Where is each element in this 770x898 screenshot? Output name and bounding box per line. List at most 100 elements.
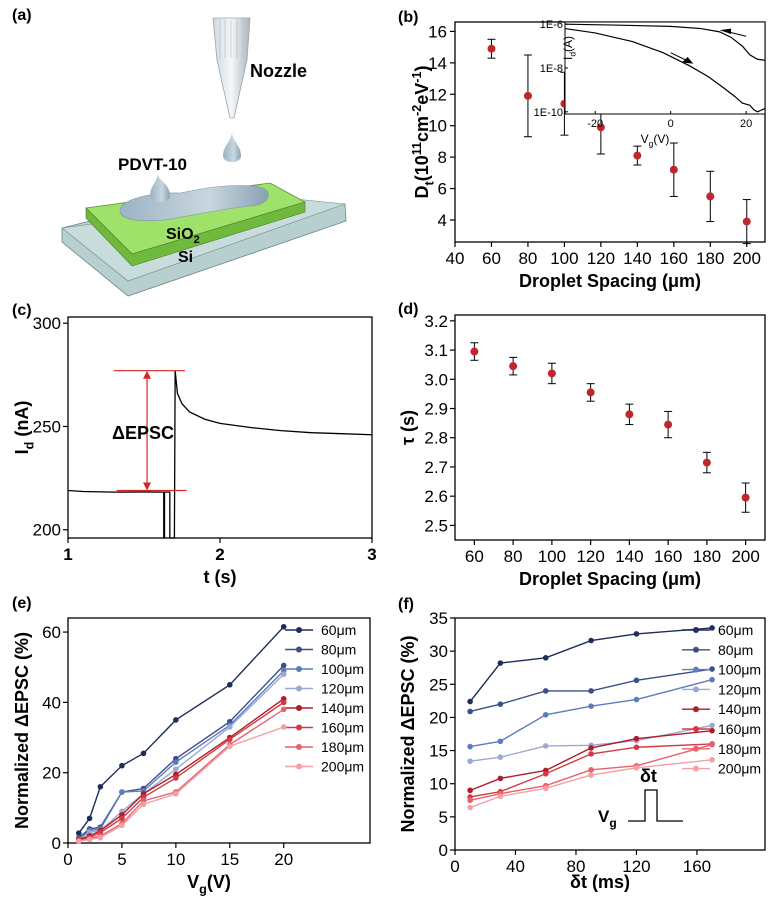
series-point xyxy=(542,654,549,661)
data-point xyxy=(669,165,678,174)
series-point xyxy=(542,711,549,718)
pulse-vg-main: V xyxy=(598,807,610,826)
series-point xyxy=(709,757,715,763)
series-point xyxy=(633,735,640,742)
legend-marker xyxy=(693,745,699,752)
label-part: I xyxy=(561,57,575,60)
series-point xyxy=(119,822,125,829)
y-tick-label: 5 xyxy=(439,808,448,827)
x-tick-label: 120 xyxy=(587,249,615,268)
series-point xyxy=(226,736,233,743)
y-tick-label: 4 xyxy=(438,211,447,230)
series-point xyxy=(588,703,594,709)
legend-label: 80μm xyxy=(718,642,753,658)
legend-label: 80μm xyxy=(321,642,356,658)
y-axis-label: Dt(1011cm-2eV-1) xyxy=(410,66,437,199)
y-tick-label: 15 xyxy=(429,742,448,761)
legend-label: 100μm xyxy=(321,661,364,677)
series-point xyxy=(140,801,147,808)
legend-marker xyxy=(693,627,699,633)
x-tick-label: 5 xyxy=(117,850,126,869)
inset-frame xyxy=(564,21,766,115)
series-point xyxy=(226,681,233,688)
x-tick-label: 60 xyxy=(482,249,501,268)
inset-curve-forward xyxy=(564,27,766,113)
pulse-waveform xyxy=(628,789,683,822)
series-line xyxy=(469,627,713,702)
sweep-arrowhead-backward xyxy=(719,28,732,35)
x-tick-label: 100 xyxy=(550,249,578,268)
series-line xyxy=(78,708,285,842)
y-tick-label: 200 xyxy=(33,521,61,540)
series-point xyxy=(280,662,287,669)
y-tick-label: 10 xyxy=(428,117,447,136)
label-part: t xyxy=(422,181,436,186)
x-tick-label: 80 xyxy=(518,249,537,268)
x-tick-label: 40 xyxy=(506,857,525,876)
inset-curve-backward xyxy=(564,23,766,61)
series-point xyxy=(280,699,287,706)
epsc-arrowhead-down xyxy=(143,482,152,491)
label-part: ) xyxy=(412,66,432,72)
label-part: (V) xyxy=(207,872,231,892)
chart-b: 40 60 80 100 120 140 160 180 20046810121416Dropl… xyxy=(410,19,766,291)
inset-y-tick-label: 1E-8 xyxy=(540,63,563,75)
si-label: Si xyxy=(178,249,193,266)
series-line xyxy=(78,673,285,841)
series-point xyxy=(467,787,473,794)
y-tick-label: 30 xyxy=(429,642,448,661)
x-tick-label: 160 xyxy=(660,249,688,268)
legend-label: 160μm xyxy=(321,720,364,736)
y-tick-label: 20 xyxy=(429,708,448,727)
series-point xyxy=(467,698,473,705)
series-point xyxy=(173,766,179,772)
series-point xyxy=(497,660,504,666)
inset-x-axis-label: Vg(V) xyxy=(641,132,670,149)
series-line xyxy=(469,759,713,809)
y-tick-label: 250 xyxy=(33,417,61,436)
data-point xyxy=(633,151,642,160)
legend-label: 140μm xyxy=(718,701,761,717)
series-point xyxy=(633,765,640,771)
series-line xyxy=(470,678,713,748)
sweep-arrowhead-forward xyxy=(681,57,694,64)
x-axis-label: Vg(V) xyxy=(187,872,231,896)
sio2-label: SiO2 xyxy=(166,226,200,246)
series-point xyxy=(173,790,179,797)
series-point xyxy=(588,745,594,751)
data-point xyxy=(523,91,532,100)
y-axis-label: Normalized ΔEPSC (%) xyxy=(398,636,418,833)
series-point xyxy=(542,785,549,792)
series-point xyxy=(709,741,715,748)
pulse-dt-label: δt xyxy=(640,766,657,786)
series-point xyxy=(497,754,504,760)
x-tick-label: 160 xyxy=(683,857,711,876)
chart-e: 0 5 10 15 20 0 20 40 60 60μm 80μm 100μm 120μm 140μm 16… xyxy=(12,617,371,896)
series-point xyxy=(633,744,640,751)
legend-marker xyxy=(693,765,699,772)
legend-marker xyxy=(693,666,699,673)
series-point xyxy=(467,797,473,804)
series-point xyxy=(709,722,715,729)
schematic-a: Nozzle PDVT-10 SiO2 Si xyxy=(61,17,347,297)
sio2-layer-side xyxy=(85,201,306,267)
label-part: -1 xyxy=(410,72,424,83)
y-tick-label: 40 xyxy=(42,693,61,712)
y-tick-label: 3.1 xyxy=(424,341,448,360)
y-tick-label: 2.6 xyxy=(424,487,448,506)
series-point xyxy=(633,677,640,684)
label-part: (V) xyxy=(653,132,669,146)
series-point xyxy=(97,783,104,790)
y-axis-label: Id (nA) xyxy=(12,401,36,455)
series-point xyxy=(86,836,93,843)
series-point xyxy=(173,775,179,781)
y-axis-label: Normalized ΔEPSC (%) xyxy=(12,632,32,829)
x-tick-label: 0 xyxy=(450,857,459,876)
series-point xyxy=(542,688,549,694)
x-tick-label: 120 xyxy=(622,857,650,876)
x-tick-label: 15 xyxy=(220,850,239,869)
series-point xyxy=(119,789,125,795)
pulse-vg-label: Vg xyxy=(598,807,617,830)
x-tick-label: 20 xyxy=(274,850,293,869)
data-point xyxy=(509,362,518,371)
